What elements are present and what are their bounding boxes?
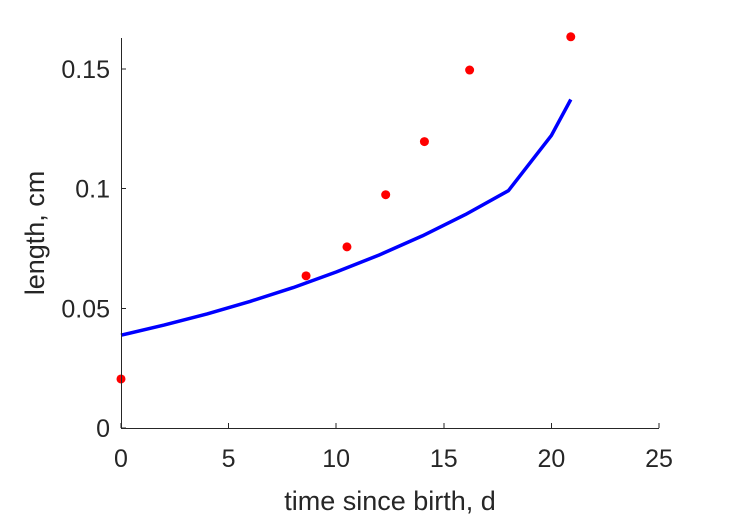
x-axis-label: time since birth, d	[284, 486, 496, 516]
y-tick-label: 0.15	[61, 56, 110, 84]
x-tick-label: 0	[114, 445, 128, 473]
fit-curve	[120, 98, 573, 337]
axes	[121, 38, 659, 429]
y-tick-label: 0	[96, 415, 110, 443]
y-tick-label: 0.05	[61, 295, 110, 323]
x-tick-label: 15	[430, 445, 458, 473]
plot-area	[116, 32, 576, 384]
y-axis-ticks: 0 0.05 0.1 0.15	[61, 56, 126, 443]
data-point	[381, 190, 391, 200]
x-axis-ticks: 0 5 10 15 20 25	[114, 423, 673, 473]
x-tick-label: 5	[222, 445, 236, 473]
x-tick-label: 20	[537, 445, 565, 473]
data-point	[342, 242, 352, 252]
x-tick-label: 10	[322, 445, 350, 473]
data-point	[465, 65, 475, 75]
data-point	[419, 137, 429, 147]
y-tick-label: 0.1	[75, 176, 110, 204]
data-point	[301, 271, 311, 281]
data-point	[566, 32, 576, 42]
x-tick-label: 25	[645, 445, 673, 473]
y-axis-label: length, cm	[20, 171, 50, 296]
